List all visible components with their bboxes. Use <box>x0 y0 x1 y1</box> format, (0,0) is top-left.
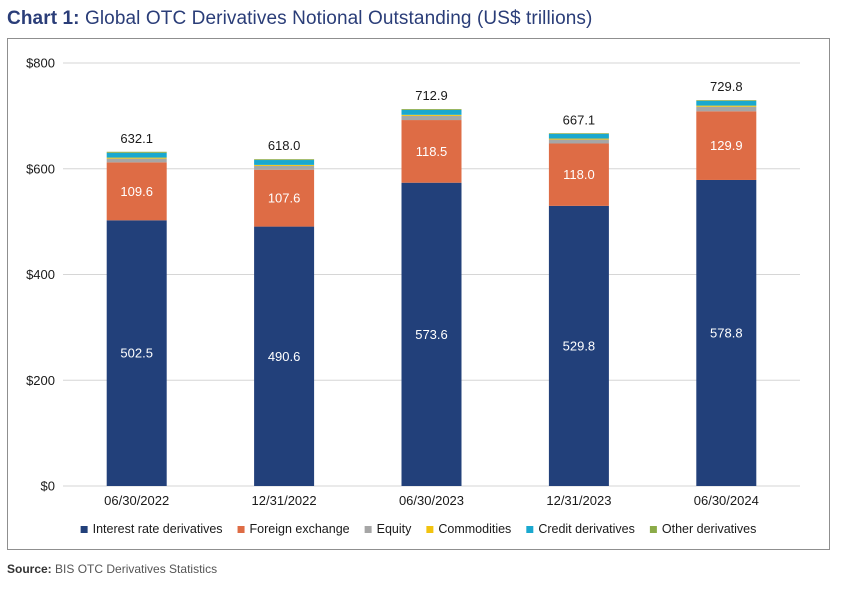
x-tick-label: 06/30/2022 <box>104 493 169 508</box>
legend-label: Other derivatives <box>662 522 756 536</box>
legend-item-interest-rate-derivatives: Interest rate derivatives <box>80 522 223 536</box>
bar-segment-foreign-exchange <box>696 111 757 180</box>
bar-segment-other-derivatives <box>254 159 315 161</box>
segment-value-label: 129.9 <box>710 138 743 153</box>
y-axis: $0 $200 $400 $600 $800 <box>26 56 55 494</box>
chart-frame: $0 $200 $400 $600 $800 502.5 109.6 632.1 490.6 1… <box>7 38 830 550</box>
total-value-label: 667.1 <box>563 112 596 127</box>
legend-swatch <box>649 526 657 533</box>
bar-segment-commodities <box>548 138 609 140</box>
source-text: BIS OTC Derivatives Statistics <box>55 562 218 576</box>
source-label: Source: <box>7 562 52 576</box>
bar-segment-equity <box>106 158 167 163</box>
chart-title: Chart 1: Global OTC Derivatives Notional… <box>7 8 592 30</box>
bar-segment-interest-rate-derivatives <box>254 226 315 486</box>
x-tick-label: 06/30/2024 <box>694 493 759 508</box>
y-tick-label: $600 <box>26 161 55 176</box>
x-axis: 06/30/2022 12/31/2022 06/30/2023 12/31/2023… <box>104 493 759 508</box>
legend-label: Equity <box>377 522 412 536</box>
bar-segment-foreign-exchange <box>401 120 462 183</box>
legend-label: Commodities <box>438 522 511 536</box>
y-tick-label: $200 <box>26 373 55 388</box>
total-value-label: 729.8 <box>710 79 743 94</box>
bar-segment-commodities <box>401 114 462 116</box>
y-tick-label: $800 <box>26 56 55 71</box>
bar-segment-commodities <box>254 164 315 166</box>
legend-swatch <box>526 526 534 533</box>
bar-segment-credit-derivatives <box>254 160 315 165</box>
segment-value-label: 109.6 <box>120 184 153 199</box>
x-tick-label: 12/31/2023 <box>546 493 611 508</box>
bar-segment-credit-derivatives <box>548 134 609 139</box>
bar-segment-foreign-exchange <box>254 169 315 227</box>
segment-value-label: 107.6 <box>268 191 301 206</box>
bar-segment-equity <box>696 106 757 112</box>
total-value-label: 632.1 <box>120 131 153 146</box>
bar-segment-interest-rate-derivatives <box>696 179 757 486</box>
bar-segment-equity <box>548 139 609 144</box>
segment-value-label: 490.6 <box>268 349 301 364</box>
segment-value-label: 529.8 <box>563 338 596 353</box>
bar-segment-credit-derivatives <box>696 100 757 106</box>
legend-item-credit-derivatives: Credit derivatives <box>526 522 635 536</box>
legend-item-foreign-exchange: Foreign exchange <box>237 522 350 536</box>
x-tick-label: 06/30/2023 <box>399 493 464 508</box>
bar-segment-foreign-exchange <box>106 162 167 221</box>
bar-segment-interest-rate-derivatives <box>548 205 609 486</box>
bar-segment-other-derivatives <box>401 109 462 110</box>
x-tick-label: 12/31/2022 <box>252 493 317 508</box>
segment-value-label: 118.5 <box>416 144 448 159</box>
bar-segment-credit-derivatives <box>106 152 167 158</box>
bar-segment-other-derivatives <box>106 151 167 153</box>
total-value-label: 618.0 <box>268 138 301 153</box>
legend-swatch <box>426 526 434 533</box>
chart-number: Chart 1: <box>7 8 80 29</box>
bar-segment-credit-derivatives <box>401 109 462 115</box>
legend-label: Credit derivatives <box>538 522 635 536</box>
bar-segment-equity <box>254 165 315 170</box>
legend-item-other-derivatives: Other derivatives <box>649 522 756 536</box>
bar-segment-interest-rate-derivatives <box>401 182 462 487</box>
total-value-label: 712.9 <box>415 88 448 103</box>
chart-title-text: Global OTC Derivatives Notional Outstand… <box>84 8 593 29</box>
legend-item-commodities: Commodities <box>426 522 511 536</box>
legend-swatch <box>80 526 88 533</box>
bar-segment-equity <box>401 115 462 121</box>
legend-swatch <box>364 526 372 533</box>
legend-swatch <box>237 526 245 533</box>
bar-segment-other-derivatives <box>696 100 757 101</box>
bar-segment-commodities <box>696 105 757 107</box>
y-tick-label: $0 <box>41 479 55 494</box>
y-tick-label: $400 <box>26 267 55 282</box>
stacked-bar-chart: $0 $200 $400 $600 $800 502.5 109.6 632.1 490.6 1… <box>26 56 800 536</box>
segment-value-label: 578.8 <box>710 325 743 340</box>
legend-label: Foreign exchange <box>250 522 350 536</box>
bar-segment-other-derivatives <box>548 133 609 135</box>
bar-segment-commodities <box>106 157 167 159</box>
segment-value-label: 573.6 <box>415 327 448 342</box>
legend-item-equity: Equity <box>364 522 412 536</box>
legend: Interest rate derivatives Foreign exchang… <box>80 522 756 536</box>
source-note: Source: BIS OTC Derivatives Statistics <box>7 562 217 576</box>
segment-value-label: 118.0 <box>563 167 595 182</box>
segment-value-label: 502.5 <box>120 346 153 361</box>
data-labels: 502.5 109.6 632.1 490.6 107.6 618.0 573.6 118.5… <box>120 79 742 364</box>
bar-segment-interest-rate-derivatives <box>106 220 167 486</box>
bars <box>106 100 757 487</box>
bar-segment-foreign-exchange <box>548 143 609 206</box>
legend-label: Interest rate derivatives <box>93 522 223 536</box>
